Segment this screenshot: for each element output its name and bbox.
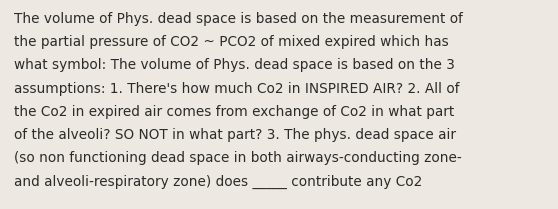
Text: and alveoli-respiratory zone) does _____ contribute any Co2: and alveoli-respiratory zone) does _____…: [14, 174, 422, 189]
Text: of the alveoli? SO NOT in what part? 3. The phys. dead space air: of the alveoli? SO NOT in what part? 3. …: [14, 128, 456, 142]
Text: the partial pressure of CO2 ~ PCO2 of mixed expired which has: the partial pressure of CO2 ~ PCO2 of mi…: [14, 35, 449, 49]
Text: what symbol: The volume of Phys. dead space is based on the 3: what symbol: The volume of Phys. dead sp…: [14, 58, 455, 72]
Text: assumptions: 1. There's how much Co2 in INSPIRED AIR? 2. All of: assumptions: 1. There's how much Co2 in …: [14, 82, 459, 96]
Text: the Co2 in expired air comes from exchange of Co2 in what part: the Co2 in expired air comes from exchan…: [14, 105, 454, 119]
Text: (so non functioning dead space in both airways-conducting zone-: (so non functioning dead space in both a…: [14, 151, 462, 165]
Text: The volume of Phys. dead space is based on the measurement of: The volume of Phys. dead space is based …: [14, 12, 463, 26]
